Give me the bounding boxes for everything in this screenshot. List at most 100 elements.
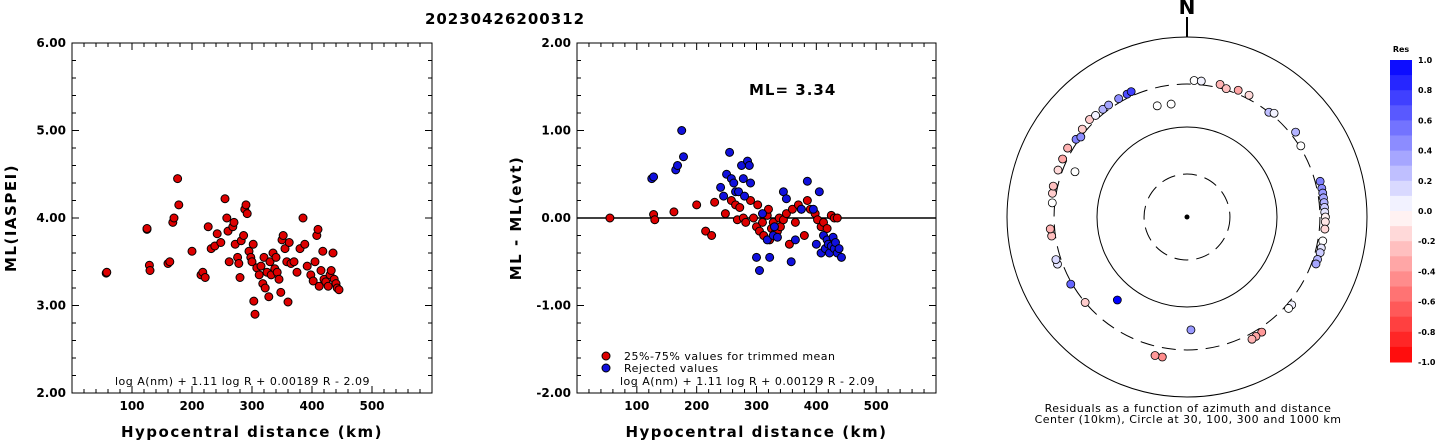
station-residual-marker xyxy=(1320,217,1330,227)
station-residual-marker xyxy=(1247,334,1257,344)
x-tick-label: 200 xyxy=(179,399,204,413)
data-point xyxy=(260,283,270,293)
data-point xyxy=(265,257,275,267)
station-residual-marker xyxy=(1048,181,1058,191)
data-point xyxy=(326,266,336,275)
data-point xyxy=(235,273,245,282)
colorbar-segment xyxy=(1390,286,1412,303)
map-caption-line1: Residuals as a function of azimuth and d… xyxy=(1045,402,1332,415)
rejected-point xyxy=(677,126,687,135)
y-tick-label: 4.00 xyxy=(36,211,66,225)
data-point xyxy=(102,267,112,277)
colorbar-segment xyxy=(1390,301,1412,318)
x-tick-label: 400 xyxy=(804,399,829,413)
data-point xyxy=(247,257,257,267)
colorbar-segment xyxy=(1390,150,1412,167)
formula-label: log A(nm) + 1.11 log R + 0.00129 R - 2.0… xyxy=(620,375,875,388)
rejected-point xyxy=(744,161,754,170)
data-point xyxy=(274,274,284,284)
rejected-point xyxy=(729,178,739,188)
data-point xyxy=(220,194,230,204)
trimmed-mean-point xyxy=(707,231,717,240)
legend-marker xyxy=(601,351,611,361)
data-point xyxy=(224,257,234,267)
rejected-point xyxy=(836,252,846,262)
data-point xyxy=(165,257,175,267)
rejected-point xyxy=(754,266,764,275)
formula-label: log A(nm) + 1.11 log R + 0.00189 R - 2.0… xyxy=(115,375,370,388)
station-residual-marker xyxy=(1233,85,1243,95)
station-residual-marker xyxy=(1045,224,1055,234)
data-point xyxy=(229,217,239,227)
colorbar-tick-label: 1.0 xyxy=(1418,56,1433,65)
colorbar-segment xyxy=(1390,180,1412,197)
data-point xyxy=(323,281,333,291)
station-residual-marker xyxy=(1296,141,1306,151)
colorbar-tick-label: -0.8 xyxy=(1418,328,1436,337)
rejected-point xyxy=(734,187,744,197)
station-residual-marker xyxy=(1150,351,1160,360)
data-point xyxy=(145,266,155,275)
rejected-point xyxy=(834,244,844,254)
trimmed-mean-point xyxy=(753,200,763,210)
data-point xyxy=(310,257,320,267)
trimmed-mean-point xyxy=(763,204,773,214)
ml-distance-plot: 100 200 300 400 500 2.00 3.00 4.00 5.00 6.00 Hypoc… xyxy=(2,36,433,441)
station-residual-marker xyxy=(1085,115,1094,124)
trimmed-mean-point xyxy=(787,204,797,214)
rejected-point xyxy=(772,232,782,242)
rejected-point xyxy=(725,147,735,157)
data-point xyxy=(187,246,197,256)
data-point xyxy=(328,248,338,258)
rejected-point xyxy=(738,174,748,184)
station-residual-marker xyxy=(1157,352,1167,362)
rejected-point xyxy=(790,235,800,245)
data-point xyxy=(264,292,274,302)
colorbar-tick-label: -0.6 xyxy=(1418,298,1436,307)
azimuth-residual-map: N Residuals as a function of azimuth and … xyxy=(1006,0,1436,426)
trimmed-mean-point xyxy=(802,196,812,205)
data-point xyxy=(259,252,269,262)
data-point xyxy=(334,285,344,295)
y-tick-label: 5.00 xyxy=(36,124,66,138)
colorbar-tick-label: 0.4 xyxy=(1418,147,1433,156)
y-axis-label: ML - ML(evt) xyxy=(507,156,525,280)
trimmed-mean-point xyxy=(710,197,720,207)
trimmed-mean-point xyxy=(735,203,745,212)
station-residual-marker xyxy=(1070,167,1080,177)
colorbar-segment xyxy=(1390,165,1412,182)
colorbar-title: Res xyxy=(1393,45,1410,54)
station-residual-marker xyxy=(1112,295,1122,305)
station-residual-marker xyxy=(1047,231,1057,241)
colorbar-segment xyxy=(1390,331,1412,348)
data-point xyxy=(212,229,222,239)
data-point xyxy=(254,270,264,280)
station-residual-marker xyxy=(1269,108,1279,118)
station-residual-marker xyxy=(1186,325,1196,335)
rejected-point xyxy=(802,176,812,186)
data-point xyxy=(302,261,312,271)
data-point xyxy=(241,200,251,210)
colorbar-tick-label: 0.6 xyxy=(1418,116,1433,125)
y-tick-label: 3.00 xyxy=(36,299,66,313)
rejected-point xyxy=(752,252,761,262)
trimmed-mean-point xyxy=(784,239,794,249)
data-point xyxy=(169,213,179,223)
rejected-point xyxy=(746,178,756,188)
ml-value-label: ML= 3.34 xyxy=(749,81,836,99)
x-tick-label: 100 xyxy=(624,399,649,413)
trimmed-mean-point xyxy=(832,213,842,223)
distance-ring-100km xyxy=(1096,126,1278,308)
trimmed-mean-point xyxy=(757,217,767,227)
y-tick-label: 2.00 xyxy=(36,386,66,400)
data-point xyxy=(250,309,260,319)
data-point xyxy=(283,297,293,307)
data-point xyxy=(216,238,226,247)
colorbar-segment xyxy=(1390,241,1412,257)
trimmed-mean-point xyxy=(746,196,756,205)
x-tick-label: 500 xyxy=(359,399,384,413)
y-tick-label: 0.00 xyxy=(541,211,571,225)
colorbar-segment xyxy=(1390,271,1412,287)
x-tick-label: 300 xyxy=(744,399,769,413)
rejected-point xyxy=(786,257,796,267)
